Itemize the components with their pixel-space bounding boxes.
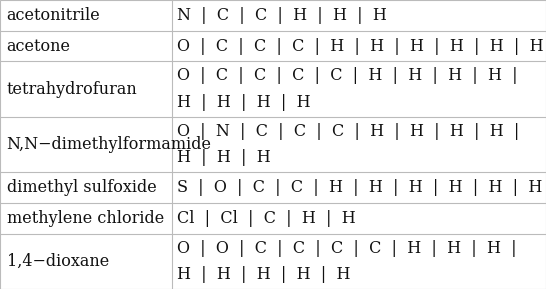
Text: acetone: acetone: [7, 38, 70, 55]
Text: 1,4−dioxane: 1,4−dioxane: [7, 253, 109, 270]
Text: S  |  O  |  C  |  C  |  H  |  H  |  H  |  H  |  H  |  H: S | O | C | C | H | H | H | H | H | H: [177, 179, 543, 196]
Text: O  |  C  |  C  |  C  |  H  |  H  |  H  |  H  |  H  |  H: O | C | C | C | H | H | H | H | H | H: [177, 38, 544, 55]
Text: dimethyl sulfoxide: dimethyl sulfoxide: [7, 179, 156, 196]
Text: O  |  O  |  C  |  C  |  C  |  C  |  H  |  H  |  H  |: O | O | C | C | C | C | H | H | H |: [177, 240, 517, 257]
Text: acetonitrile: acetonitrile: [7, 7, 100, 24]
Text: H  |  H  |  H  |  H  |  H: H | H | H | H | H: [177, 266, 351, 283]
Text: O  |  N  |  C  |  C  |  C  |  H  |  H  |  H  |  H  |: O | N | C | C | C | H | H | H | H |: [177, 123, 520, 140]
Text: tetrahydrofuran: tetrahydrofuran: [7, 81, 137, 98]
Text: N,N−dimethylformamide: N,N−dimethylformamide: [7, 136, 211, 153]
Text: methylene chloride: methylene chloride: [7, 210, 164, 227]
Text: Cl  |  Cl  |  C  |  H  |  H: Cl | Cl | C | H | H: [177, 210, 356, 227]
Text: O  |  C  |  C  |  C  |  C  |  H  |  H  |  H  |  H  |: O | C | C | C | C | H | H | H | H |: [177, 67, 518, 84]
Text: H  |  H  |  H  |  H: H | H | H | H: [177, 94, 311, 111]
Text: N  |  C  |  C  |  H  |  H  |  H: N | C | C | H | H | H: [177, 7, 387, 24]
Text: H  |  H  |  H: H | H | H: [177, 149, 271, 166]
